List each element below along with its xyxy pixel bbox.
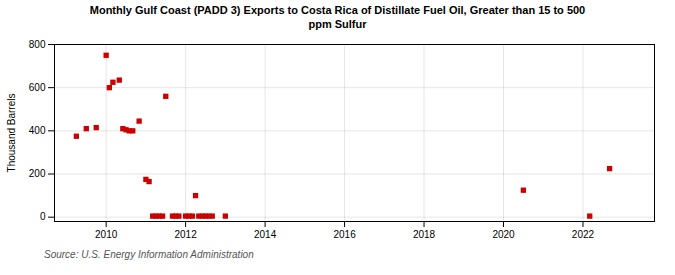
- svg-text:0: 0: [40, 211, 46, 222]
- svg-text:2022: 2022: [572, 228, 595, 239]
- html-text:Source: U.S. Energy Informatio: Source: U.S. Energy Information Administ…: [44, 248, 254, 260]
- svg-text:2014: 2014: [254, 228, 277, 239]
- svg-text:2010: 2010: [95, 228, 118, 239]
- svg-text:2020: 2020: [492, 228, 515, 239]
- svg-text:200: 200: [29, 168, 46, 179]
- svg-text:2012: 2012: [175, 228, 198, 239]
- svg-text:2018: 2018: [413, 228, 436, 239]
- svg-text:400: 400: [29, 125, 46, 136]
- svg-text:600: 600: [29, 81, 46, 92]
- html-text:Monthly Gulf Coast (PADD 3) Ex: Monthly Gulf Coast (PADD 3) Exports to C…: [89, 4, 586, 30]
- svg-text:2016: 2016: [333, 228, 356, 239]
- svg-text:Thousand Barrels: Thousand Barrels: [6, 93, 17, 172]
- svg-text:800: 800: [29, 38, 46, 49]
